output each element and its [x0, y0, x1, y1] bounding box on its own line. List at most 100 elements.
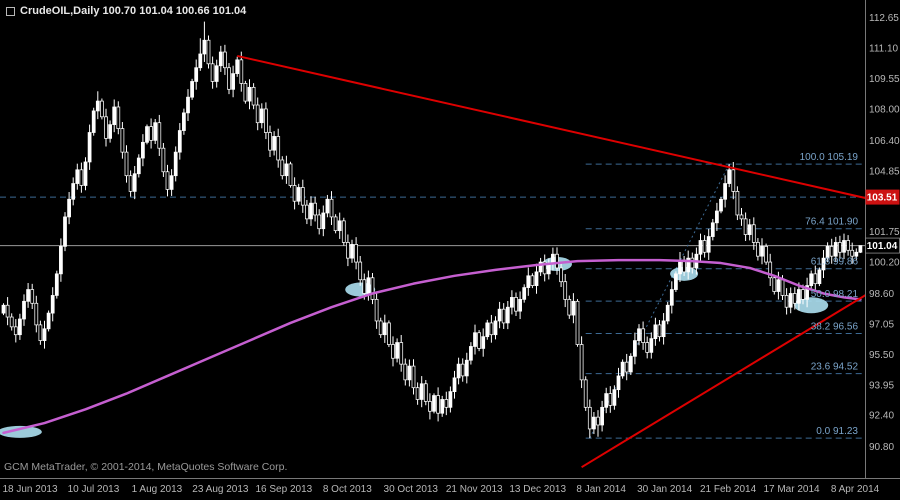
descending-trendline[interactable]	[236, 54, 866, 199]
candle-body	[333, 216, 338, 232]
x-axis-label: 17 Mar 2014	[763, 484, 820, 495]
fib-level-label: 100.0 105.19	[800, 152, 859, 163]
candle-body	[567, 298, 572, 316]
candle-body	[157, 122, 162, 149]
candle-body	[186, 96, 190, 114]
candle-body	[305, 204, 309, 220]
candle-body	[239, 59, 244, 84]
ascending-trendline[interactable]	[581, 294, 867, 469]
candle-body	[407, 365, 412, 381]
x-axis-label: 8 Oct 2013	[323, 484, 372, 495]
y-axis-label: 101.75	[869, 227, 900, 238]
candle-body	[456, 363, 461, 379]
candle-body	[628, 355, 633, 373]
candle-body	[854, 251, 859, 257]
candle-body	[419, 383, 424, 400]
candle-body	[731, 169, 736, 192]
candle-body	[776, 279, 781, 292]
candle-body	[493, 320, 498, 336]
highlight-ellipse[interactable]	[0, 425, 42, 438]
candle-body	[829, 245, 834, 257]
y-axis-label: 93.95	[869, 380, 894, 391]
candle-body	[813, 273, 818, 285]
candle-body	[702, 240, 707, 253]
candle-body	[223, 51, 227, 69]
candle-body	[649, 338, 654, 353]
candle-body	[690, 257, 695, 269]
candle-body	[173, 151, 178, 177]
fib-level-label: 50.0 98.21	[811, 289, 859, 300]
candle-body	[124, 151, 129, 177]
candle-body	[313, 202, 317, 216]
candle-body	[735, 191, 740, 216]
candle-body	[542, 261, 547, 275]
candle-body	[243, 83, 248, 102]
candle-body	[309, 202, 313, 220]
candle-body	[850, 249, 855, 257]
candle-body	[784, 295, 789, 308]
fib-level-label: 76.4 101.90	[805, 217, 858, 228]
candle-body	[801, 289, 805, 300]
candle-body	[633, 340, 637, 357]
candle-body	[145, 126, 149, 143]
candle-body	[218, 51, 223, 67]
candle-body	[272, 136, 276, 151]
candle-body	[555, 253, 559, 269]
candle-body	[337, 220, 342, 232]
candle-body	[83, 161, 88, 186]
candle-body	[608, 393, 613, 406]
candle-body	[501, 308, 506, 324]
candle-body	[477, 332, 481, 349]
candle-body	[38, 324, 43, 341]
y-axis-label: 92.40	[869, 411, 894, 422]
x-axis-label: 30 Jan 2014	[637, 484, 692, 495]
candle-body	[657, 324, 662, 338]
candle-body	[18, 318, 22, 336]
candle-body	[198, 53, 203, 69]
price-marker-badge: 101.04	[865, 237, 900, 254]
candle-body	[452, 377, 457, 393]
candle-body	[9, 316, 14, 328]
candle-body	[71, 183, 76, 200]
candle-body	[645, 342, 650, 353]
candle-body	[497, 308, 502, 322]
y-axis-label: 90.80	[869, 442, 894, 453]
moving-average-line[interactable]	[2, 258, 862, 435]
x-axis[interactable]: 18 Jun 2013 10 Jul 2013 1 Aug 2013 23 Aug 2…	[2, 484, 879, 495]
candle-body	[374, 298, 379, 322]
candle-body	[321, 212, 326, 230]
candle-body	[559, 267, 563, 283]
y-axis[interactable]: 112.65 111.10 109.55 108.00 106.40 104.85 101.…	[869, 13, 900, 453]
candle-body	[563, 281, 568, 300]
candle-body	[768, 261, 773, 279]
candle-body	[756, 242, 760, 257]
candle-body	[149, 126, 153, 141]
candle-body	[22, 300, 26, 320]
candle-body	[1, 304, 6, 314]
candle-body	[428, 401, 432, 412]
price-marker-badge: 103.51	[865, 189, 900, 205]
candle-body	[604, 393, 609, 408]
candlesticks	[1, 21, 863, 439]
candle-body	[423, 383, 428, 402]
candle-body	[292, 185, 297, 202]
candle-body	[715, 210, 719, 224]
candle-body	[448, 391, 453, 408]
chart-icon	[6, 6, 15, 16]
candle-body	[817, 269, 822, 285]
candle-body	[616, 375, 621, 391]
candle-body	[821, 257, 826, 271]
candle-body	[91, 110, 96, 133]
candle-body	[661, 320, 666, 338]
candle-body	[514, 297, 518, 312]
candle-body	[600, 406, 604, 426]
candle-body	[739, 214, 744, 220]
candle-body	[653, 324, 658, 339]
candle-body	[136, 157, 141, 175]
candle-body	[546, 263, 551, 275]
fib-level-label: 61.8 99.86	[811, 257, 859, 268]
candle-body	[341, 220, 346, 243]
candle-body	[641, 328, 645, 343]
x-axis-label: 8 Apr 2014	[831, 484, 880, 495]
